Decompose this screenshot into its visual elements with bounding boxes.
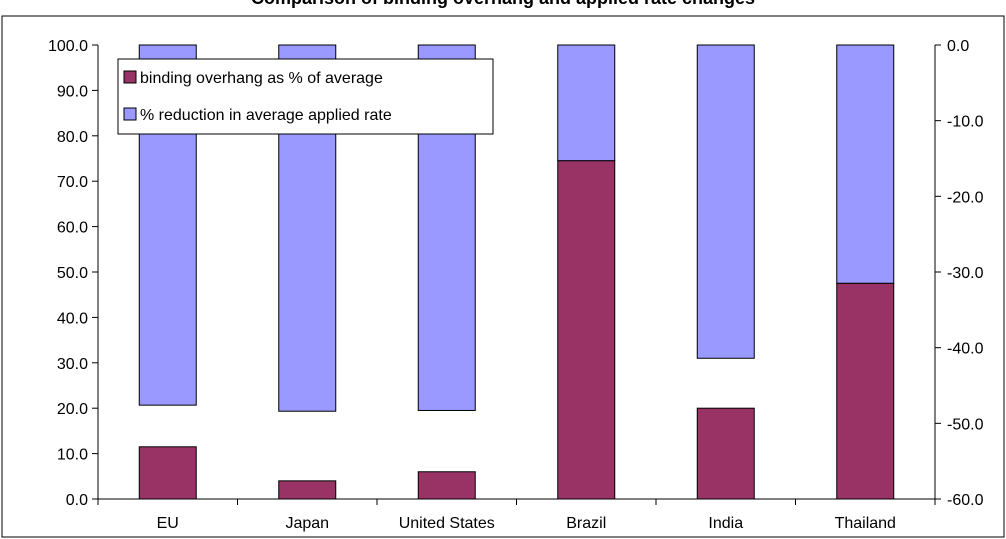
chart-title: Comparison of binding overhang and appli… [251, 0, 755, 8]
bar-overhang-3 [557, 160, 616, 500]
x-tick-label-3: Brazil [566, 515, 606, 532]
bar-reduction-4 [696, 44, 755, 359]
legend-swatch-overhang [123, 70, 137, 84]
y-left-tick-label-9: 90.0 [57, 83, 88, 100]
y-right-tick-label-2: -40.0 [947, 341, 984, 358]
chart-border [1, 15, 1005, 538]
x-tick-label-4: India [708, 515, 743, 532]
x-tick-label-5: Thailand [835, 515, 896, 532]
y-right-tick-label-3: -30.0 [947, 265, 984, 282]
x-tick-label-2: United States [399, 515, 495, 532]
y-right-tick-label-1: -50.0 [947, 416, 984, 433]
y-left-tick-label-10: 100.0 [48, 38, 88, 55]
y-left-tick-label-0: 0.0 [66, 492, 88, 509]
axes-layer: EU Japan United States Brazil India Thailand 0… [48, 38, 984, 532]
bar-overhang-0 [138, 446, 197, 500]
y-right-tick-label-5: -10.0 [947, 114, 984, 131]
y-left-tick-label-2: 20.0 [57, 401, 88, 418]
bar-reduction-5 [836, 44, 895, 284]
legend-swatch-reduction [123, 107, 137, 121]
bars-layer [138, 44, 895, 500]
bar-overhang-4 [696, 407, 755, 500]
y-left-tick-label-4: 40.0 [57, 310, 88, 327]
x-tick-label-1: Japan [285, 515, 329, 532]
bar-overhang-1 [278, 480, 337, 500]
y-right-tick-label-6: 0.0 [947, 38, 969, 55]
bar-overhang-5 [836, 282, 895, 500]
legend-label-reduction: % reduction in average applied rate [140, 107, 392, 124]
y-right-tick-label-0: -60.0 [947, 492, 984, 509]
y-left-tick-label-3: 30.0 [57, 356, 88, 373]
y-left-tick-label-6: 60.0 [57, 220, 88, 237]
y-left-tick-label-7: 70.0 [57, 174, 88, 191]
y-left-tick-label-8: 80.0 [57, 129, 88, 146]
legend-label-overhang: binding overhang as % of average [140, 70, 383, 87]
bar-overhang-2 [417, 471, 476, 500]
y-left-tick-label-5: 50.0 [57, 265, 88, 282]
x-tick-label-0: EU [157, 515, 179, 532]
y-right-tick-label-4: -20.0 [947, 189, 984, 206]
y-left-tick-label-1: 10.0 [57, 447, 88, 464]
legend: binding overhang as % of average % reduc… [117, 58, 494, 135]
legend-box [117, 58, 494, 135]
bar-reduction-3 [557, 44, 616, 162]
